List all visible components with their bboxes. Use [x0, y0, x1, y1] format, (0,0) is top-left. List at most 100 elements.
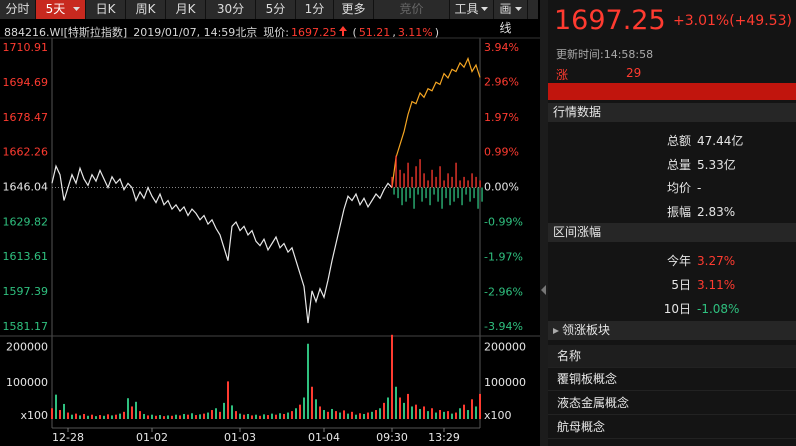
range-row: 5日 3.11%: [548, 276, 796, 294]
volume-bar: [347, 413, 349, 419]
volume-bar: [395, 386, 397, 419]
volume-bar: [443, 411, 445, 419]
tab[interactable]: 月K: [166, 0, 206, 19]
volume-bar: [363, 413, 365, 419]
volume-bar: [111, 415, 113, 419]
row-value: 3.11%: [697, 278, 736, 292]
breadth-bar: [409, 187, 411, 199]
tab[interactable]: 日K: [86, 0, 126, 19]
volume-bar: [191, 413, 193, 419]
breadth-bar: [435, 176, 437, 188]
volume-bar: [59, 410, 61, 419]
volume-bar: [187, 414, 189, 419]
tab[interactable]: 5分: [256, 0, 296, 19]
volume-bar: [87, 415, 89, 419]
volume-bar: [55, 394, 57, 419]
volume-bar: [291, 411, 293, 419]
tab[interactable]: 周K: [126, 0, 166, 19]
section-header: 区间涨幅: [548, 223, 796, 242]
sector-row[interactable]: 覆铜板概念: [548, 368, 796, 391]
y-tick-label: 1581.17: [3, 320, 49, 333]
volume-bar: [167, 415, 169, 419]
y2-tick-label: 3.94%: [484, 41, 519, 54]
volume-bar: [63, 403, 65, 419]
volume-bar: [407, 393, 409, 419]
volume-bar: [99, 415, 101, 419]
sector-row[interactable]: 航母概念: [548, 416, 796, 439]
row-label: 总量: [666, 157, 691, 172]
volume-bar: [303, 397, 305, 419]
dropdown-arrow: [481, 7, 488, 11]
row-label: 5日: [671, 278, 691, 292]
volume-bar: [123, 411, 125, 419]
volume-bar: [163, 416, 165, 419]
y-tick-label: 1678.47: [3, 111, 49, 124]
x-tick-label: 13:29: [428, 431, 460, 444]
volume-bar: [271, 413, 273, 419]
row-value: -1.08%: [697, 302, 740, 316]
volume-bar: [255, 414, 257, 419]
info-text: 2019/01/07, 14:59北京: [133, 26, 258, 39]
breadth-bar: [475, 176, 477, 188]
price-line: [51, 164, 393, 324]
volume-bar: [67, 412, 69, 419]
breadth-bar: [469, 187, 471, 202]
volume-bar: [311, 386, 313, 419]
section-header[interactable]: 领涨板块: [548, 321, 796, 340]
volume-bar: [435, 412, 437, 419]
row-label: 总额: [666, 134, 691, 148]
y2-tick-label: 0.99%: [484, 145, 519, 158]
data-row: 均价 -: [548, 179, 796, 197]
volume-bar: [247, 413, 249, 419]
volume-bar: [419, 408, 421, 419]
volume-tick-label: x100: [20, 409, 48, 422]
breadth-bar: [459, 180, 461, 188]
breadth-bar: [437, 187, 439, 202]
toolbar: 分时 5天 日K 周K 月K 30分 5分 1分 更多 竞价 工具 画线: [0, 0, 538, 35]
up-arrow: [338, 26, 347, 36]
tab[interactable]: 5天: [36, 0, 86, 19]
volume-bar: [135, 401, 137, 419]
volume-bar: [307, 343, 309, 419]
breadth-bar: [425, 187, 427, 199]
data-row: 总量 5.33亿: [548, 156, 796, 174]
rise-label: 涨: [556, 68, 569, 82]
tab[interactable]: 工具: [450, 0, 494, 19]
volume-bar: [51, 408, 53, 419]
y2-tick-label: 2.96%: [484, 76, 519, 89]
x-tick-label: 09:30: [376, 431, 408, 444]
quote-panel: 1697.25 +3.01%(+49.53) 更新时间:14:58:58 涨 2…: [548, 0, 796, 446]
breadth-bar: [461, 187, 463, 206]
tab[interactable]: 分时: [0, 0, 36, 19]
y-tick-label: 1710.91: [3, 41, 49, 54]
volume-bar: [91, 414, 93, 419]
breadth-bar: [479, 180, 481, 188]
volume-bar: [351, 411, 353, 419]
volume-bar: [219, 411, 221, 419]
row-value: -: [697, 181, 702, 195]
volume-bar: [83, 413, 85, 419]
volume-bar: [423, 406, 425, 419]
volume-bar: [399, 397, 401, 419]
breadth-bar: [467, 180, 469, 188]
sector-row[interactable]: 液态金属概念: [548, 392, 796, 415]
tab[interactable]: 更多: [334, 0, 374, 19]
breadth-bar: [431, 169, 433, 188]
volume-tick-label: 100000: [6, 376, 48, 389]
tab[interactable]: 画线: [494, 0, 528, 35]
y2-tick-label: -3.94%: [484, 320, 523, 333]
collapse-arrow[interactable]: [541, 285, 546, 295]
tab[interactable]: 30分: [206, 0, 256, 19]
volume-bar: [159, 415, 161, 419]
volume-bar: [243, 414, 245, 419]
tab[interactable]: 1分: [296, 0, 334, 19]
volume-bar: [127, 398, 129, 419]
volume-bar: [279, 413, 281, 419]
info-text: ): [434, 26, 440, 39]
breadth-bar: [457, 187, 459, 199]
volume-bar: [327, 411, 329, 419]
volume-bar: [251, 415, 253, 419]
row-value: 2.83%: [697, 204, 736, 219]
breadth-bar: [477, 187, 479, 209]
breadth-bar: [413, 187, 415, 209]
